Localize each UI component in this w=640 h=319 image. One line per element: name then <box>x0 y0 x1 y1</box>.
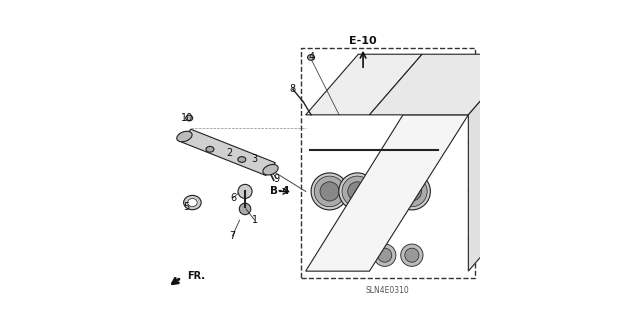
Circle shape <box>187 115 192 121</box>
Circle shape <box>369 176 400 207</box>
Circle shape <box>375 182 394 201</box>
Text: 1: 1 <box>252 215 258 225</box>
Circle shape <box>401 244 423 266</box>
Text: B-4: B-4 <box>270 186 290 197</box>
Text: 3: 3 <box>252 154 258 165</box>
Text: SLN4E0310: SLN4E0310 <box>365 286 409 295</box>
Circle shape <box>468 231 484 247</box>
Circle shape <box>468 136 484 152</box>
Circle shape <box>323 248 337 262</box>
Circle shape <box>397 176 427 207</box>
Ellipse shape <box>206 146 214 152</box>
Circle shape <box>314 176 345 207</box>
Text: FR.: FR. <box>188 271 205 281</box>
Circle shape <box>405 248 419 262</box>
Circle shape <box>342 176 372 207</box>
Circle shape <box>311 173 348 210</box>
Circle shape <box>348 182 367 201</box>
Circle shape <box>339 173 376 210</box>
Polygon shape <box>369 54 521 115</box>
Circle shape <box>403 182 422 201</box>
Polygon shape <box>306 115 468 271</box>
Text: 2: 2 <box>226 148 232 158</box>
Ellipse shape <box>186 115 193 121</box>
Circle shape <box>468 183 484 199</box>
Ellipse shape <box>238 157 246 162</box>
Text: E-10: E-10 <box>349 36 377 47</box>
Text: 9: 9 <box>274 174 280 184</box>
Circle shape <box>374 244 396 266</box>
Ellipse shape <box>184 195 201 210</box>
Text: 7: 7 <box>229 231 236 241</box>
Circle shape <box>366 173 403 210</box>
Ellipse shape <box>188 198 197 207</box>
Circle shape <box>346 244 369 266</box>
Polygon shape <box>181 129 275 175</box>
Circle shape <box>239 203 251 215</box>
Polygon shape <box>306 54 422 115</box>
Text: 4: 4 <box>309 52 315 63</box>
Polygon shape <box>468 54 521 271</box>
Circle shape <box>394 173 430 210</box>
Ellipse shape <box>177 131 192 142</box>
Circle shape <box>378 248 392 262</box>
Ellipse shape <box>308 55 315 60</box>
Circle shape <box>262 162 273 173</box>
Circle shape <box>350 248 364 262</box>
FancyBboxPatch shape <box>301 48 475 278</box>
Text: 5: 5 <box>184 202 190 212</box>
Ellipse shape <box>263 165 278 175</box>
Circle shape <box>238 184 252 198</box>
Text: 8: 8 <box>290 84 296 94</box>
Circle shape <box>320 182 339 201</box>
Circle shape <box>308 55 314 60</box>
Text: 10: 10 <box>180 113 193 123</box>
Circle shape <box>468 88 484 104</box>
Text: 6: 6 <box>230 193 236 203</box>
Circle shape <box>319 244 340 266</box>
